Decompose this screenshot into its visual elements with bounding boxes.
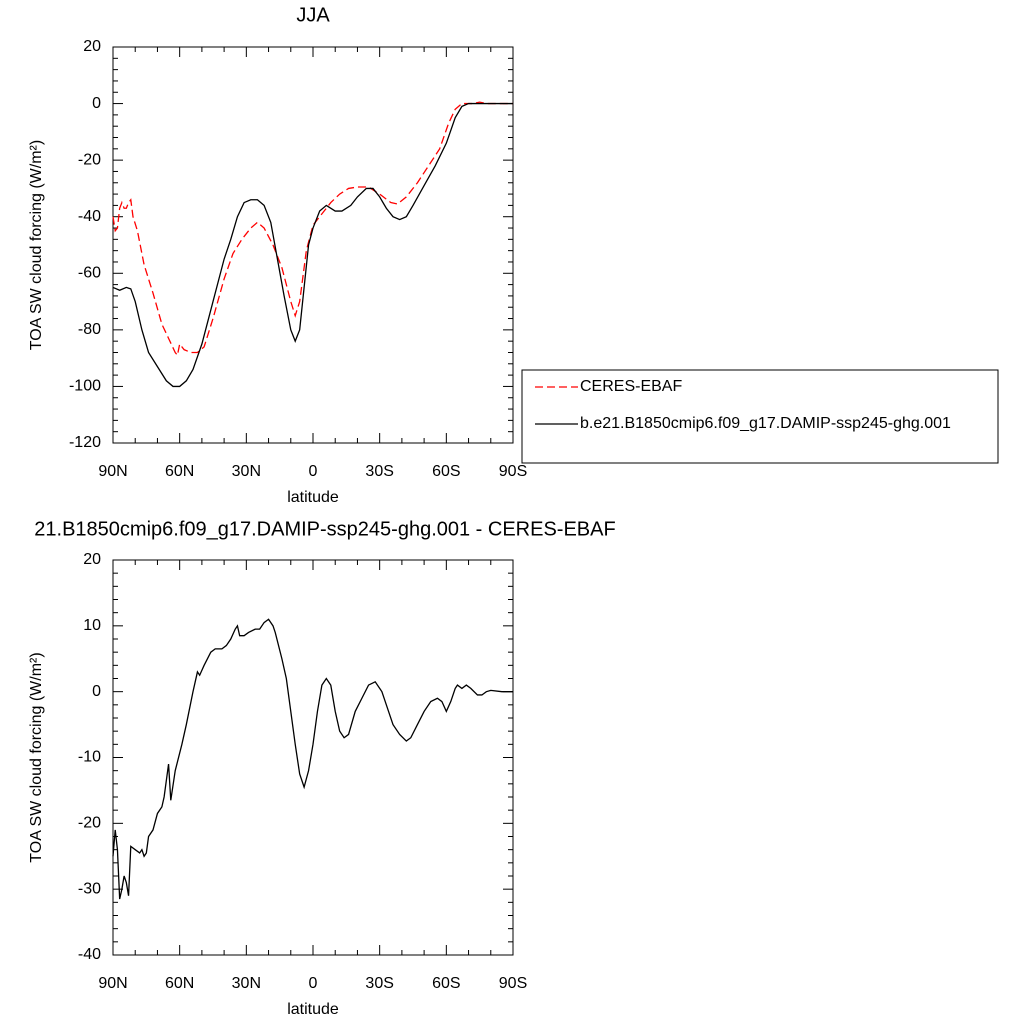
x-tick-label: 0 bbox=[309, 975, 318, 992]
x-axis-label: latitude bbox=[287, 1001, 339, 1018]
x-tick-label: 90N bbox=[98, 975, 127, 992]
y-tick-label: 20 bbox=[83, 551, 101, 568]
y-tick-label: -80 bbox=[78, 321, 101, 338]
data-line bbox=[112, 101, 513, 357]
y-tick-label: -100 bbox=[69, 378, 101, 395]
data-line bbox=[112, 618, 513, 900]
chart-title: JJA bbox=[296, 4, 330, 26]
y-tick-label: -20 bbox=[78, 151, 101, 168]
y-tick-label: -10 bbox=[78, 749, 101, 766]
x-axis-label: latitude bbox=[287, 489, 339, 506]
y-axis-label: TOA SW cloud forcing (W/m²) bbox=[28, 652, 45, 862]
y-tick-label: -120 bbox=[69, 434, 101, 451]
x-tick-label: 60N bbox=[165, 975, 194, 992]
y-tick-label: -20 bbox=[78, 815, 101, 832]
legend-box bbox=[521, 369, 999, 464]
x-tick-label: 60S bbox=[432, 975, 460, 992]
data-line bbox=[112, 102, 513, 388]
plot-frame bbox=[112, 46, 514, 444]
x-tick-label: 30S bbox=[365, 463, 393, 480]
x-tick-label: 30N bbox=[232, 975, 261, 992]
y-tick-label: -60 bbox=[78, 265, 101, 282]
x-tick-label: 90S bbox=[499, 463, 527, 480]
x-tick-label: 30S bbox=[365, 975, 393, 992]
x-tick-label: 30N bbox=[232, 463, 261, 480]
legend-label: CERES-EBAF bbox=[580, 378, 682, 395]
y-tick-label: 10 bbox=[83, 617, 101, 634]
y-tick-label: -30 bbox=[78, 880, 101, 897]
y-tick-label: 0 bbox=[92, 683, 101, 700]
y-axis-label: TOA SW cloud forcing (W/m²) bbox=[28, 140, 45, 350]
legend-label: b.e21.B1850cmip6.f09_g17.DAMIP-ssp245-gh… bbox=[580, 415, 951, 432]
x-tick-label: 90N bbox=[98, 463, 127, 480]
x-tick-label: 60N bbox=[165, 463, 194, 480]
y-tick-label: -40 bbox=[78, 208, 101, 225]
plot-frame bbox=[112, 559, 514, 956]
x-tick-label: 90S bbox=[499, 975, 527, 992]
x-tick-label: 0 bbox=[309, 463, 318, 480]
chart-title: 21.B1850cmip6.f09_g17.DAMIP-ssp245-ghg.0… bbox=[34, 518, 615, 540]
y-tick-label: 0 bbox=[92, 95, 101, 112]
y-tick-label: 20 bbox=[83, 38, 101, 55]
y-tick-label: -40 bbox=[78, 946, 101, 963]
x-tick-label: 60S bbox=[432, 463, 460, 480]
